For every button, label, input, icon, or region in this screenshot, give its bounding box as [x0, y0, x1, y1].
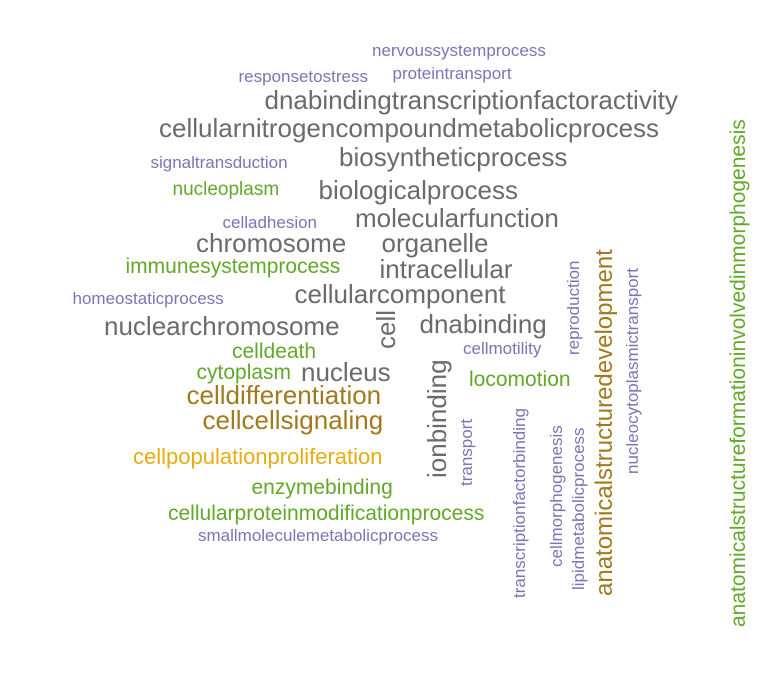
- word-biosyntheticprocess: biosyntheticprocess: [339, 142, 568, 172]
- word-cytoplasm: cytoplasm: [196, 360, 292, 384]
- word-anatomicalstructuredevelopment: anatomicalstructuredevelopment: [591, 248, 618, 596]
- word-cellularnitrogencompoundmetabolicprocess: cellularnitrogencompoundmetabolicprocess: [159, 113, 660, 143]
- word-enzymebinding: enzymebinding: [251, 475, 393, 499]
- word-cellularcomponent: cellularcomponent: [294, 279, 506, 309]
- word-nucleus: nucleus: [301, 357, 391, 387]
- word-cellmorphogenesis: cellmorphogenesis: [546, 425, 566, 567]
- word-dnabindingtranscriptionfactoractivity: dnabindingtranscriptionfactoractivity: [264, 85, 678, 115]
- word-organelle: organelle: [381, 228, 489, 258]
- word-signaltransduction: signaltransduction: [150, 152, 288, 172]
- word-reproduction: reproduction: [563, 259, 583, 355]
- word-chromosome: chromosome: [196, 228, 347, 258]
- word-cellcellsignaling: cellcellsignaling: [202, 405, 384, 435]
- word-proteintransport: proteintransport: [392, 63, 512, 83]
- word-cellularproteinmodificationprocess: cellularproteinmodificationprocess: [168, 501, 485, 525]
- word-ionbinding: ionbinding: [422, 358, 452, 478]
- word-responsetostress: responsetostress: [238, 66, 368, 86]
- word-immunesystemprocess: immunesystemprocess: [125, 254, 341, 278]
- word-celladhesion: celladhesion: [222, 212, 318, 232]
- word-nuclearchromosome: nuclearchromosome: [104, 311, 340, 341]
- word-cellpopulationproliferation: cellpopulationproliferation: [133, 444, 383, 469]
- word-anatomicalstructureformationinvolvedinmorphogenesis: anatomicalstructureformationinvolvedinmo…: [726, 119, 750, 627]
- word-nucleoplasm: nucleoplasm: [172, 178, 280, 200]
- word-intracellular: intracellular: [379, 254, 513, 284]
- word-homeostaticprocess: homeostaticprocess: [72, 288, 224, 308]
- word-lipidmetabolicprocess: lipidmetabolicprocess: [568, 426, 588, 590]
- word-transcriptionfactorbinding: transcriptionfactorbinding: [509, 408, 529, 598]
- word-dnabinding: dnabinding: [419, 309, 547, 339]
- word-smallmoleculemetabolicprocess: smallmoleculemetabolicprocess: [198, 525, 438, 545]
- word-cellmotility: cellmotility: [463, 338, 542, 358]
- word-nervoussystemprocess: nervoussystemprocess: [372, 40, 546, 60]
- word-celldeath: celldeath: [232, 339, 317, 363]
- word-cell: cell: [371, 309, 401, 349]
- word-molecularfunction: molecularfunction: [355, 203, 559, 233]
- word-celldifferentiation: celldifferentiation: [186, 380, 382, 410]
- word-transport: transport: [456, 418, 476, 486]
- word-biologicalprocess: biologicalprocess: [318, 175, 518, 205]
- word-nucleocytoplasmictransport: nucleocytoplasmictransport: [622, 268, 642, 474]
- word-locomotion: locomotion: [469, 367, 571, 391]
